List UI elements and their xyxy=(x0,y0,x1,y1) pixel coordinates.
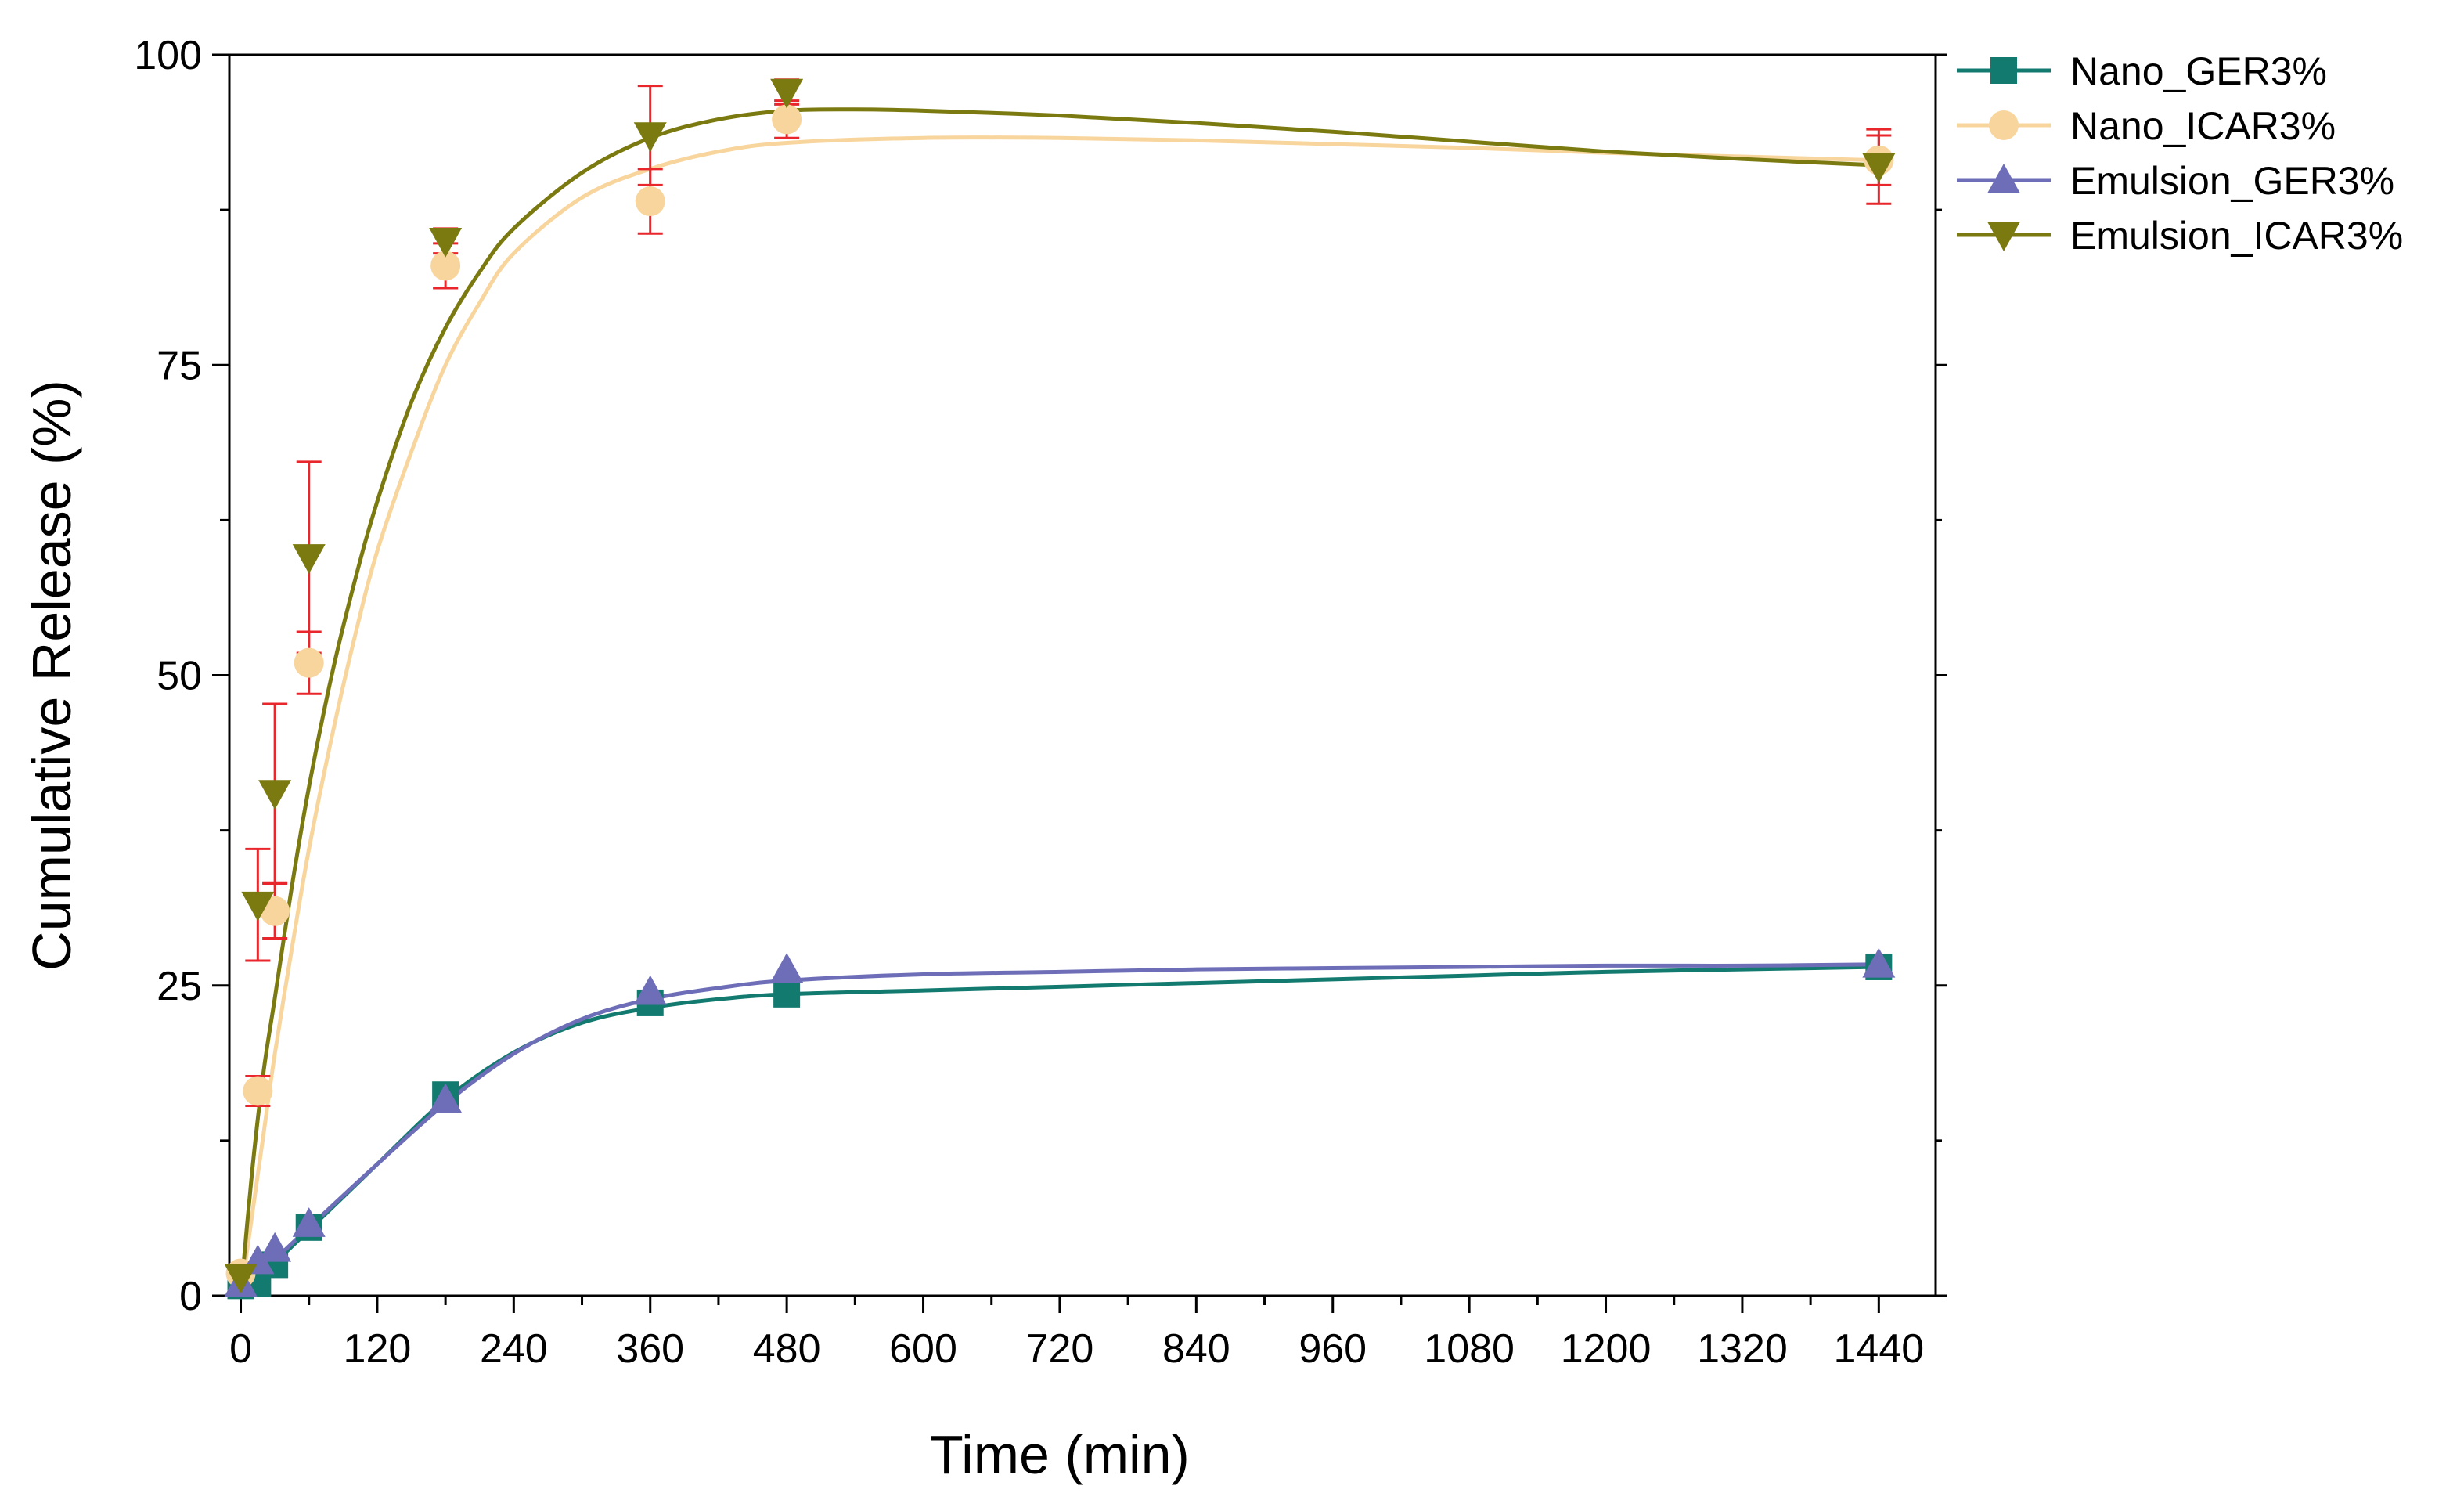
fit-curve-Nano_ICAR3% xyxy=(239,135,1879,1297)
x-tick-label: 480 xyxy=(753,1326,821,1372)
legend-item[interactable]: Emulsion_GER3% xyxy=(1957,159,2394,203)
legend-item[interactable]: Nano_ICAR3% xyxy=(1957,104,2336,148)
data-point xyxy=(635,186,665,217)
legend-label: Emulsion_ICAR3% xyxy=(2070,214,2403,258)
x-tick-label: 1080 xyxy=(1424,1326,1515,1372)
x-tick-label: 1440 xyxy=(1833,1326,1924,1372)
y-tick-label: 25 xyxy=(157,964,202,1009)
y-tick-label: 50 xyxy=(157,654,202,699)
data-point xyxy=(633,975,667,1005)
legend-marker xyxy=(1990,57,2017,84)
y-axis-title: Cumulative Release (%) xyxy=(21,380,82,971)
legend-item[interactable]: Nano_GER3% xyxy=(1957,49,2327,93)
y-tick-label: 75 xyxy=(157,343,202,388)
data-point xyxy=(1862,153,1896,183)
x-tick-label: 240 xyxy=(480,1326,548,1372)
legend-item[interactable]: Emulsion_ICAR3% xyxy=(1957,214,2403,258)
data-markers xyxy=(224,78,1896,1300)
data-point xyxy=(258,780,292,810)
fit-curve-Nano_GER3% xyxy=(239,965,1879,1297)
data-point xyxy=(258,1232,292,1262)
x-tick-label: 1200 xyxy=(1561,1326,1652,1372)
data-point xyxy=(429,227,463,258)
x-tick-label: 600 xyxy=(889,1326,957,1372)
data-point xyxy=(1862,947,1896,978)
x-tick-label: 960 xyxy=(1299,1326,1367,1372)
fit-curve-Emulsion_ICAR3% xyxy=(239,107,1879,1297)
data-point xyxy=(292,1207,326,1237)
data-point xyxy=(770,78,804,109)
data-point xyxy=(429,1083,463,1113)
legend[interactable]: Nano_GER3% Nano_ICAR3% Emulsion_GER3% Emuls… xyxy=(1957,49,2403,258)
tick-labels: 0 120 240 360 480 600 720 840 960 1080 1200 1320 144… xyxy=(134,33,1924,1372)
axes xyxy=(212,53,1947,1313)
data-point xyxy=(633,122,667,153)
legend-label: Emulsion_GER3% xyxy=(2070,159,2394,203)
x-tick-label: 1320 xyxy=(1697,1326,1788,1372)
x-tick-label: 0 xyxy=(229,1326,252,1372)
legend-label: Nano_ICAR3% xyxy=(2070,104,2336,148)
legend-label: Nano_GER3% xyxy=(2070,49,2327,93)
legend-marker xyxy=(1989,110,2019,140)
legend-marker xyxy=(1987,222,2020,251)
data-point xyxy=(772,104,802,135)
data-point xyxy=(430,251,461,281)
plot-frame xyxy=(228,53,1937,1297)
error-bars xyxy=(228,78,1892,1286)
fit-curves xyxy=(239,107,1879,1297)
data-point xyxy=(294,647,324,678)
x-tick-label: 120 xyxy=(344,1326,412,1372)
x-tick-label: 360 xyxy=(616,1326,684,1372)
data-point xyxy=(241,891,275,922)
data-point xyxy=(773,980,801,1008)
data-point xyxy=(770,953,804,983)
x-axis-title: Time (min) xyxy=(930,1424,1190,1485)
y-tick-label: 100 xyxy=(134,33,202,78)
fit-curve-Emulsion_GER3% xyxy=(239,962,1879,1297)
y-tick-label: 0 xyxy=(179,1274,202,1319)
x-tick-label: 840 xyxy=(1162,1326,1230,1372)
legend-marker xyxy=(1987,164,2020,193)
data-point xyxy=(243,1076,273,1106)
x-tick-label: 720 xyxy=(1026,1326,1094,1372)
data-point xyxy=(224,1264,258,1294)
data-point xyxy=(292,544,326,574)
